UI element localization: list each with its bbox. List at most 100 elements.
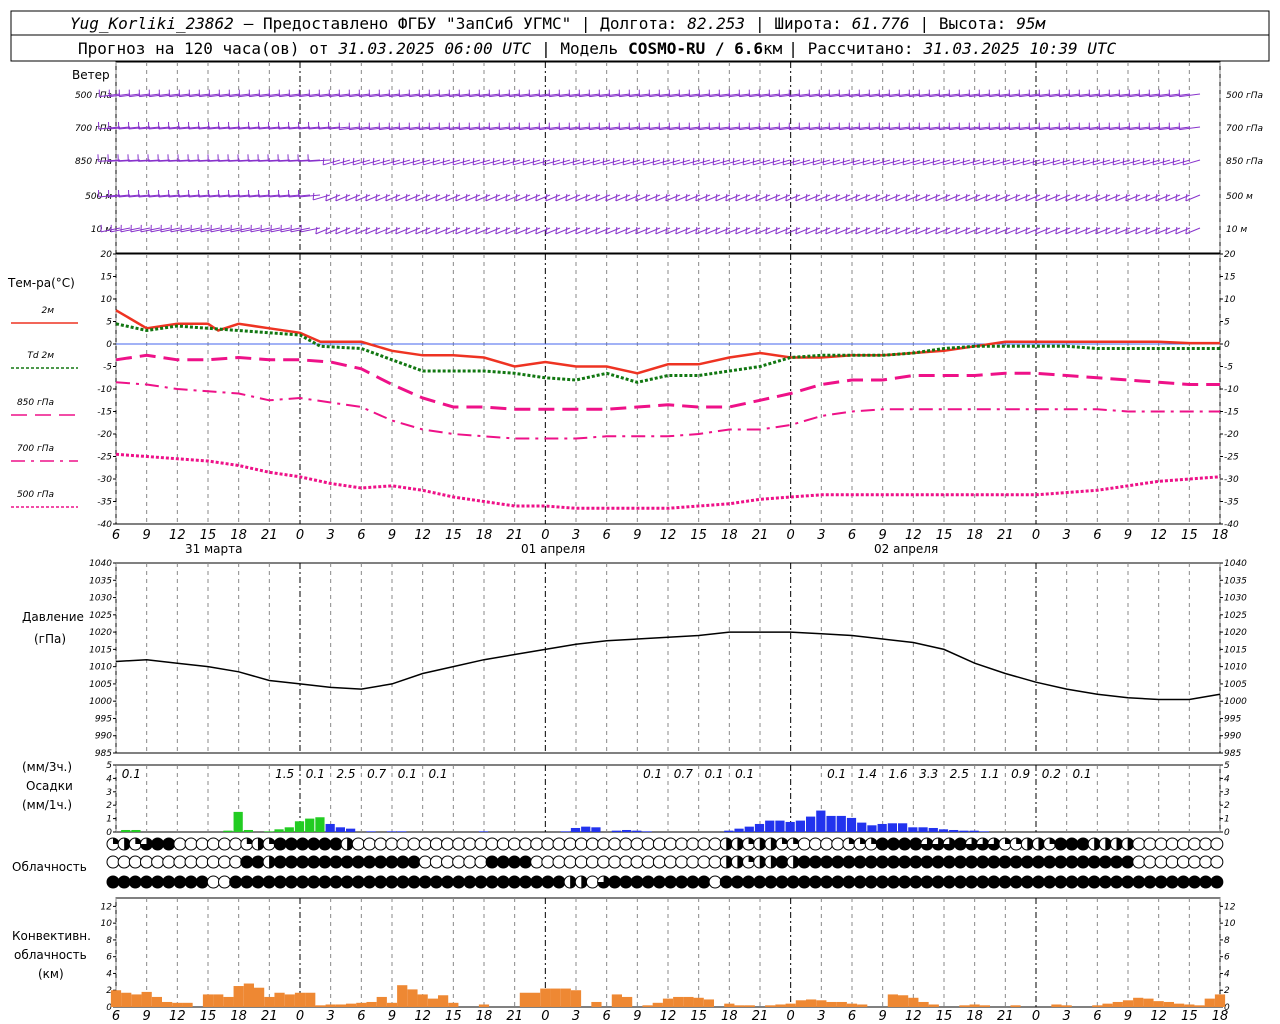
wind-barb	[783, 159, 801, 166]
cloud-symbol	[284, 875, 298, 889]
precip-tick-label-left: 1	[106, 815, 112, 825]
wind-barb	[983, 159, 1001, 166]
wind-barb	[545, 194, 561, 202]
wind-barb-feather	[915, 226, 918, 234]
hour-label: 3	[327, 528, 335, 543]
wind-barb	[1183, 159, 1201, 166]
precip-bar	[642, 831, 652, 832]
wind-barb	[735, 194, 751, 202]
cloud-symbol	[797, 875, 811, 889]
wind-barb	[425, 194, 441, 202]
wind-barb	[495, 227, 511, 235]
wind-barb-feather	[405, 193, 408, 201]
pressure-tick-label-right: 1010	[1224, 663, 1247, 673]
precip-bar	[744, 826, 754, 832]
wind-barb	[268, 194, 291, 198]
wind-barb-feather	[855, 193, 858, 201]
temp-tick-label-left: 0	[106, 340, 112, 350]
wind-barb-feather	[445, 193, 448, 201]
temperature-legend: 2м Td 2м 850 гПа 700 гПа 500 гПа	[11, 306, 78, 508]
cloud-symbol	[585, 875, 599, 889]
cloud-symbol	[909, 837, 923, 851]
cloud-symbol	[240, 855, 254, 869]
wind-barb	[595, 194, 611, 202]
hour-label: 18	[1212, 528, 1229, 543]
wind-barb-feather	[762, 157, 765, 165]
cloud-symbol	[664, 875, 677, 889]
wind-barb	[953, 159, 971, 166]
wind-barb-feather	[845, 226, 848, 234]
cloud-symbol	[708, 875, 722, 889]
cloud-symbol	[820, 837, 834, 851]
wind-barb	[1145, 227, 1161, 235]
legend-label: 500 гПа	[17, 490, 54, 500]
wind-barb	[805, 227, 821, 235]
wind-barb-feather	[715, 193, 718, 201]
cloud-symbol	[195, 855, 209, 869]
wind-barb-feather	[602, 157, 605, 165]
hour-label-bottom: 15	[936, 1009, 953, 1024]
cloud-symbol	[597, 837, 611, 851]
wind-barb-feather	[352, 157, 355, 165]
wind-barb-feather	[462, 157, 465, 165]
cloud-fill	[1105, 838, 1112, 851]
wind-barb-feather	[792, 157, 795, 165]
wind-barb	[513, 159, 531, 166]
wind-barb	[168, 194, 191, 198]
wind-barb	[735, 227, 751, 235]
wind-barb-feather	[505, 226, 508, 234]
wind-barb	[943, 159, 961, 166]
cloud-symbol	[608, 837, 622, 851]
cloud-symbol	[664, 855, 677, 869]
cloud-symbol	[585, 837, 599, 851]
cloud-symbol	[374, 855, 388, 869]
pressure-tick-label-right: 1040	[1224, 559, 1247, 569]
wind-barb	[515, 227, 531, 235]
hour-label: 6	[357, 528, 365, 543]
conv-bar	[734, 1005, 745, 1007]
conv-tick-label-left: 2	[106, 986, 112, 996]
conv-bar	[550, 988, 561, 1007]
cloud-symbol	[151, 837, 165, 851]
temp-tick-label-left: 10	[101, 295, 113, 305]
wind-barb	[455, 227, 471, 235]
conv-bar	[1102, 1003, 1113, 1007]
wind-barb-feather	[405, 226, 408, 234]
wind-barb	[695, 227, 711, 235]
wind-barb	[545, 227, 561, 235]
cloud-symbol	[942, 875, 956, 889]
conv-bar	[846, 1003, 858, 1007]
wind-barb-feather	[465, 226, 468, 234]
hour-label: 21	[506, 528, 523, 543]
conv-tick-label-right: 2	[1224, 986, 1230, 996]
precip-bar	[233, 811, 243, 832]
conv-bar	[1051, 1004, 1062, 1007]
precip-bar	[397, 831, 407, 832]
wind-barb-feather	[485, 193, 488, 201]
wind-barb	[605, 227, 621, 235]
conv-bar	[274, 992, 285, 1007]
wind-barb-feather	[325, 193, 328, 201]
cloud-symbol	[329, 875, 343, 889]
model-unit: км	[763, 39, 783, 58]
wind-barb-feather	[495, 193, 498, 201]
wind-level-label-right: 700 гПа	[1226, 124, 1263, 134]
cloud-symbol	[686, 875, 700, 889]
wind-barb-feather	[1175, 193, 1178, 201]
wind-barb	[278, 194, 301, 198]
temp-tick-label-right: -30	[1224, 475, 1239, 485]
wind-barb-feather	[432, 157, 435, 165]
wind-barb-feather	[895, 226, 898, 234]
wind-barb	[188, 159, 211, 162]
cloud-symbol	[117, 875, 131, 889]
cloud-symbol	[875, 875, 889, 889]
wind-barb	[138, 194, 161, 198]
hour-label: 12	[169, 528, 186, 543]
wind-barb	[435, 227, 451, 235]
wind-barb-feather	[445, 226, 448, 234]
wind-barb	[1165, 194, 1181, 202]
conv-tick-label-left: 10	[101, 919, 113, 929]
wind-barb-feather	[562, 157, 565, 165]
conv-bar	[683, 996, 694, 1007]
